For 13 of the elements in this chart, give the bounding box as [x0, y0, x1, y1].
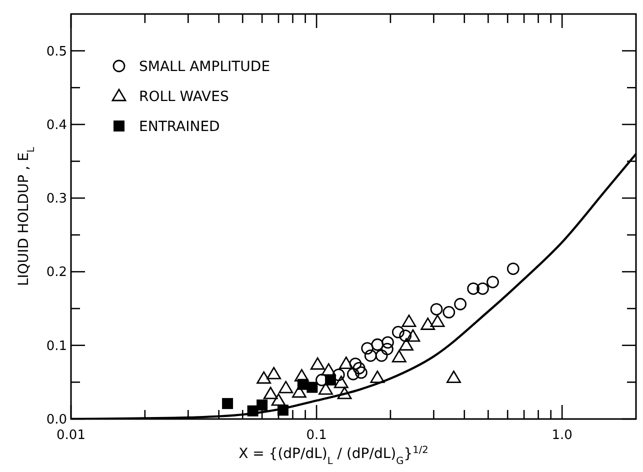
legend-label: ENTRAINED — [139, 119, 220, 135]
legend-label: SMALL AMPLITUDE — [139, 59, 270, 75]
y-tick-label: 0.1 — [46, 338, 67, 354]
x-tick-label: 0.01 — [56, 428, 86, 443]
x-tick-label: 0.1 — [306, 428, 327, 443]
y-tick-label: 0.4 — [46, 118, 67, 133]
y-tick-label: 0.3 — [46, 192, 67, 207]
y-tick-label: 0.5 — [46, 44, 67, 60]
legend-label: ROLL WAVES — [139, 89, 229, 105]
x-axis-title: X = {(dP/dL)$_{L}$ / (dP/dL)$_{G}$}$^{1/2}$ — [238, 444, 428, 466]
x-tick-label: 1.0 — [552, 428, 572, 443]
y-tick-label: 0.2 — [46, 265, 67, 280]
y-tick-label: 0.0 — [46, 412, 67, 428]
